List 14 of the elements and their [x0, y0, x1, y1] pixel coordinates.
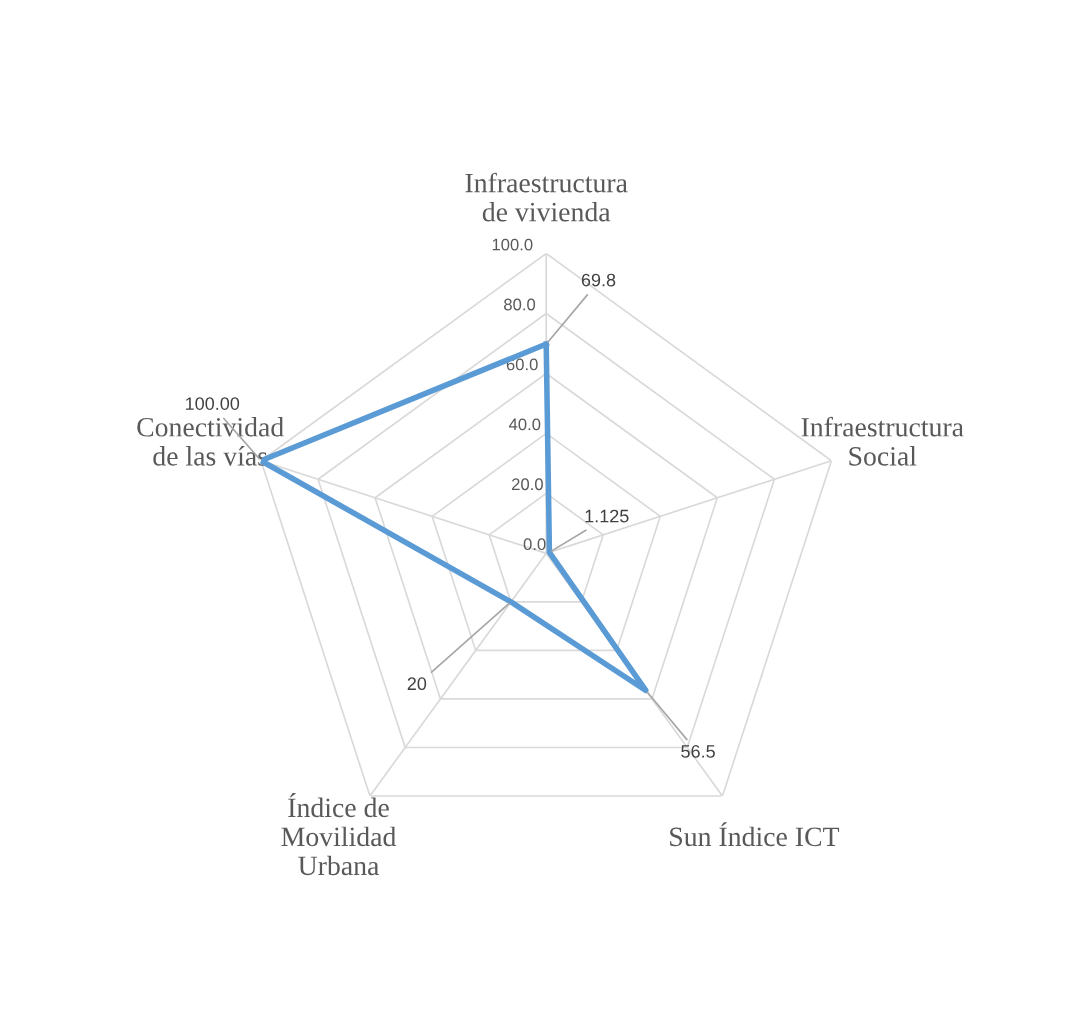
- spoke-label: Infraestructura Social: [801, 416, 964, 466]
- y-tick-label: 0.0: [523, 538, 546, 551]
- y-tick-label: 40.0: [508, 418, 541, 431]
- y-tick-label: 100.0: [492, 238, 533, 251]
- spoke-label: Índice de Movilidad Urbana: [281, 793, 397, 876]
- data-label: 20: [407, 677, 427, 691]
- data-label: 69.8: [581, 273, 616, 287]
- data-label: 1.125: [585, 509, 629, 523]
- data-label: 100.00: [186, 397, 240, 411]
- y-tick-label: 20.0: [512, 478, 543, 491]
- data-label: 56.5: [681, 745, 715, 758]
- spoke-label: Infraestructura de vivienda: [465, 172, 628, 222]
- spoke-label: Sun Índice ICT: [670, 822, 840, 847]
- y-tick-label: 80.0: [504, 298, 536, 311]
